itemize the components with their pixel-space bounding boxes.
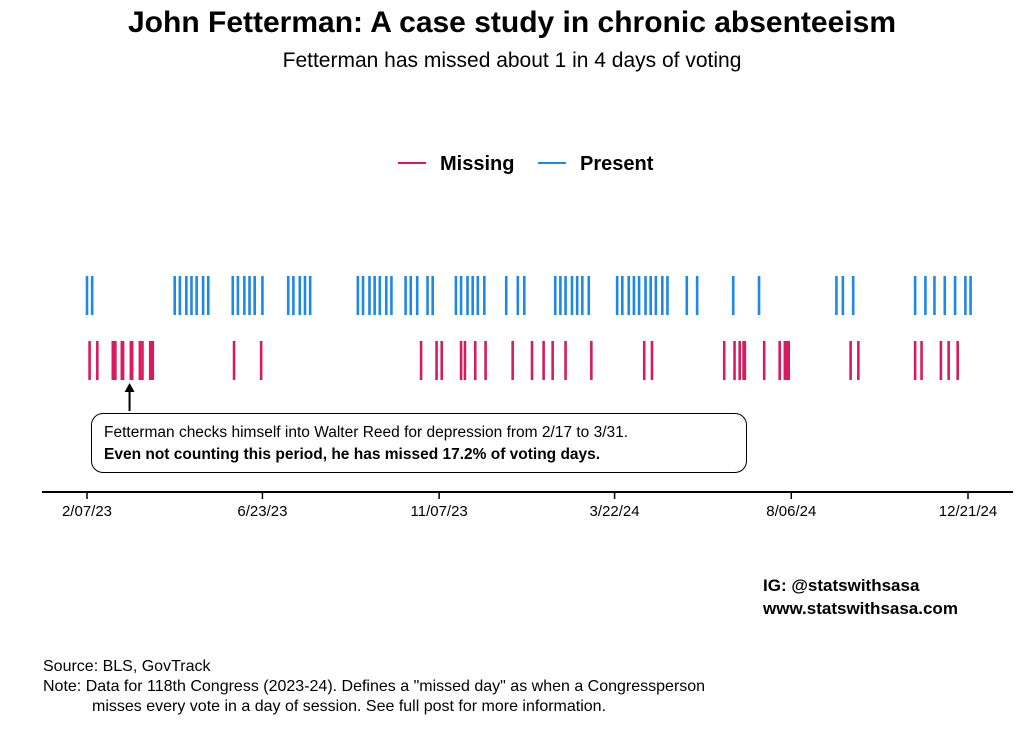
legend: Missing Present (398, 153, 654, 175)
x-tick-label: 6/23/23 (237, 503, 287, 520)
chart-title: John Fetterman: A case study in chronic … (128, 6, 896, 39)
x-tick-label: 8/06/24 (766, 503, 816, 520)
footer-note-2: misses every vote in a day of session. S… (92, 698, 607, 715)
annotation-arrowhead (124, 383, 135, 392)
chart-subtitle: Fetterman has missed about 1 in 4 days o… (282, 49, 742, 72)
x-tick-label: 3/22/24 (590, 503, 640, 520)
x-axis-ticks: 2/07/23 6/23/23 11/07/23 3/22/24 8/06/24 12/2… (62, 492, 997, 520)
credits-instagram: IG: @statswithsasa (763, 576, 920, 595)
annotation-line-2: Even not counting this period, he has mi… (104, 446, 601, 463)
credits-website: www.statswithsasa.com (763, 599, 958, 618)
legend-missing-label: Missing (440, 153, 514, 175)
annotation-box: Fetterman checks himself into Walter Ree… (91, 413, 747, 473)
credits: IG: @statswithsasa www.statswithsasa.com (763, 574, 958, 620)
footer: Source: BLS, GovTrack Note: Data for 118… (43, 657, 705, 717)
marks (85, 276, 972, 380)
x-tick-label: 2/07/23 (62, 503, 112, 520)
legend-present-label: Present (580, 153, 654, 175)
footer-source: Source: BLS, GovTrack (43, 658, 211, 675)
footer-note-1: Note: Data for 118th Congress (2023-24).… (43, 678, 706, 695)
x-tick-label: 11/07/23 (411, 503, 468, 520)
x-tick-label: 12/21/24 (939, 503, 997, 520)
annotation-line-1: Fetterman checks himself into Walter Ree… (104, 424, 629, 441)
